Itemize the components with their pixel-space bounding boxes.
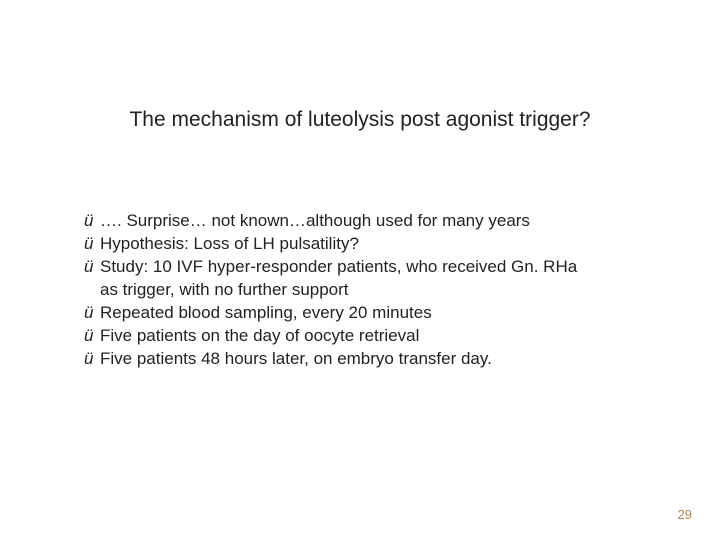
list-item: ü Hypothesis: Loss of LH pulsatility? bbox=[84, 233, 644, 256]
bullet-text: …. Surprise… not known…although used for… bbox=[100, 210, 530, 233]
check-icon: ü bbox=[84, 256, 98, 279]
list-item: ü Five patients 48 hours later, on embry… bbox=[84, 348, 644, 371]
check-icon: ü bbox=[84, 302, 98, 325]
bullet-text: Repeated blood sampling, every 20 minute… bbox=[100, 302, 432, 325]
bullet-list: ü …. Surprise… not known…although used f… bbox=[84, 210, 644, 371]
slide: The mechanism of luteolysis post agonist… bbox=[0, 0, 720, 540]
list-item: ü …. Surprise… not known…although used f… bbox=[84, 210, 644, 233]
list-item: ü Study: 10 IVF hyper-responder patients… bbox=[84, 256, 644, 279]
slide-title: The mechanism of luteolysis post agonist… bbox=[0, 108, 720, 132]
bullet-text: Five patients on the day of oocyte retri… bbox=[100, 325, 419, 348]
check-icon: ü bbox=[84, 210, 98, 233]
bullet-text: Five patients 48 hours later, on embryo … bbox=[100, 348, 492, 371]
check-icon: ü bbox=[84, 325, 98, 348]
bullet-text: Study: 10 IVF hyper-responder patients, … bbox=[100, 256, 577, 279]
page-number: 29 bbox=[678, 507, 692, 522]
list-item: ü Five patients on the day of oocyte ret… bbox=[84, 325, 644, 348]
list-item: ü Repeated blood sampling, every 20 minu… bbox=[84, 302, 644, 325]
bullet-text: as trigger, with no further support bbox=[100, 279, 349, 302]
check-icon: ü bbox=[84, 233, 98, 256]
list-item-continuation: as trigger, with no further support bbox=[84, 279, 644, 302]
check-icon: ü bbox=[84, 348, 98, 371]
bullet-text: Hypothesis: Loss of LH pulsatility? bbox=[100, 233, 359, 256]
